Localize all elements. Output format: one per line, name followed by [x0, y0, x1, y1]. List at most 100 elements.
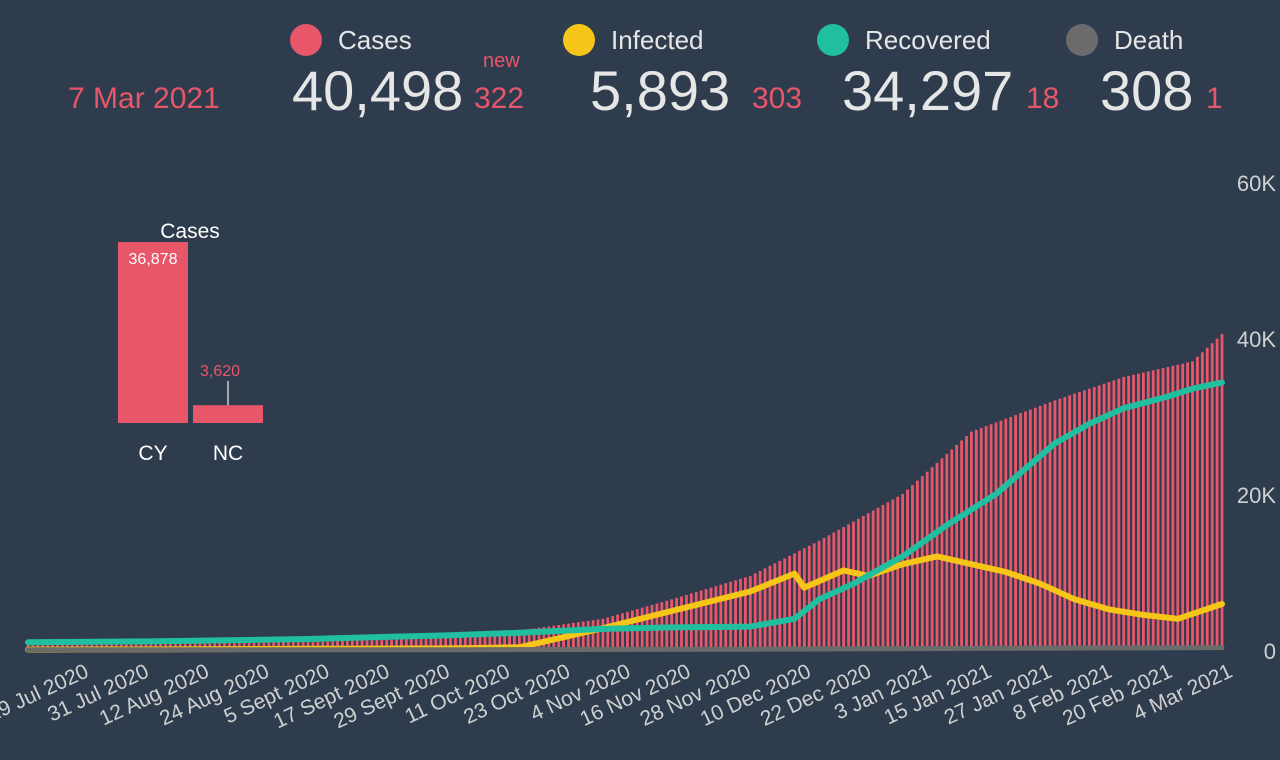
cases-bar: [223, 639, 226, 650]
cases-bar: [61, 641, 64, 650]
cases-bar: [704, 589, 708, 650]
cases-bar: [198, 639, 202, 650]
cases-bar: [331, 637, 335, 650]
cases-bar: [345, 637, 349, 650]
cases-bar: [694, 591, 698, 650]
cases-bar: [208, 639, 212, 650]
cases-bar: [1004, 418, 1008, 650]
cases-bar: [395, 636, 398, 650]
cases-bar: [287, 638, 290, 650]
cases-bar: [242, 639, 246, 650]
cases-bar: [277, 638, 280, 650]
cases-bar: [144, 640, 148, 650]
cases-bar: [1028, 409, 1032, 650]
cases-bar: [1043, 404, 1047, 650]
cases-bar: [267, 638, 271, 650]
cases-bar: [252, 639, 256, 650]
legend-recovered[interactable]: Recovered: [817, 24, 991, 56]
cases-bar: [1048, 402, 1052, 650]
cases-bar: [119, 641, 123, 650]
cases-bar: [493, 632, 497, 650]
cases-bar: [203, 639, 207, 650]
cases-bar: [454, 634, 457, 650]
cases-bar: [1210, 343, 1214, 650]
cases-bar: [336, 637, 339, 650]
inset-value-label: 36,878: [129, 251, 178, 268]
cases-bar: [758, 570, 762, 650]
cases-bar: [866, 513, 870, 650]
cases-bar: [434, 635, 438, 650]
cases-bar: [788, 555, 791, 650]
cases-bar: [891, 499, 895, 650]
recovered-line: [25, 379, 1225, 646]
cases-bar: [350, 637, 354, 650]
cases-bar: [1073, 393, 1076, 650]
cases-bar: [802, 548, 806, 650]
cases-bar: [724, 583, 728, 650]
cases-bar: [513, 630, 516, 650]
cases-bar: [375, 636, 379, 650]
legend-infected-label: Infected: [611, 24, 704, 55]
cases-bar: [85, 641, 89, 650]
cases-bar: [906, 489, 909, 650]
cases-bar: [739, 578, 742, 650]
cases-bar: [1186, 362, 1189, 650]
legend-infected[interactable]: Infected: [563, 24, 704, 56]
inset-value-label: 3,620: [200, 363, 240, 380]
cases-bar: [1200, 352, 1204, 650]
y-tick-label: 40K: [1237, 327, 1276, 352]
cases-bar: [621, 613, 624, 650]
legend-recovered-label: Recovered: [865, 24, 991, 55]
recovered-dot-icon: [817, 24, 849, 56]
death-delta: 1: [1206, 82, 1223, 115]
cases-bar: [606, 617, 610, 650]
cases-bar: [1009, 416, 1013, 650]
cases-bar: [817, 540, 821, 650]
cases-bar: [1058, 398, 1062, 650]
cases-bar: [149, 640, 153, 650]
cases-bar: [596, 619, 600, 650]
cases-bar: [385, 636, 389, 650]
cases-bar: [183, 640, 187, 650]
cases-bar: [675, 597, 678, 650]
cases-bar: [257, 638, 261, 650]
cases-bar: [355, 637, 359, 650]
cases-bar: [1176, 364, 1180, 650]
cases-bar: [886, 502, 890, 650]
cases-bar: [970, 431, 973, 650]
inset-bar-cy: [118, 242, 188, 423]
infected-total: 5,893: [590, 59, 731, 122]
cases-bar: [498, 631, 502, 650]
cases-bar: [586, 620, 590, 650]
cases-bar: [1117, 378, 1121, 650]
cases-bar: [488, 632, 492, 650]
cases-bar: [876, 507, 880, 650]
cases-bar: [896, 496, 900, 650]
cases-bar: [955, 444, 959, 650]
cases-bar: [1146, 371, 1150, 650]
cases-bar: [262, 638, 266, 650]
cases-bar: [1053, 400, 1057, 650]
cases-bar: [174, 640, 177, 650]
cases-bar: [1151, 370, 1155, 650]
cases-bar: [591, 620, 595, 650]
cases-bar: [812, 543, 816, 650]
cases-bar: [483, 632, 487, 650]
cases-bar: [1220, 334, 1224, 650]
cases-bar: [188, 640, 192, 650]
cases-bar: [689, 593, 693, 650]
cases-bar: [798, 550, 801, 650]
cases-bar: [1092, 387, 1096, 650]
cases-bar: [989, 424, 993, 650]
inset-title: Cases: [160, 220, 220, 243]
cases-bar: [729, 581, 733, 650]
legend-cases[interactable]: Cases: [290, 24, 412, 56]
cases-bar: [414, 635, 418, 650]
cases-bar: [444, 635, 448, 650]
cases-bar: [945, 453, 949, 650]
cases-bar: [680, 596, 683, 651]
legend-death[interactable]: Death: [1066, 24, 1183, 56]
cases-bar: [1063, 397, 1067, 650]
cases-bar: [940, 458, 944, 650]
cases-bar: [218, 639, 222, 650]
